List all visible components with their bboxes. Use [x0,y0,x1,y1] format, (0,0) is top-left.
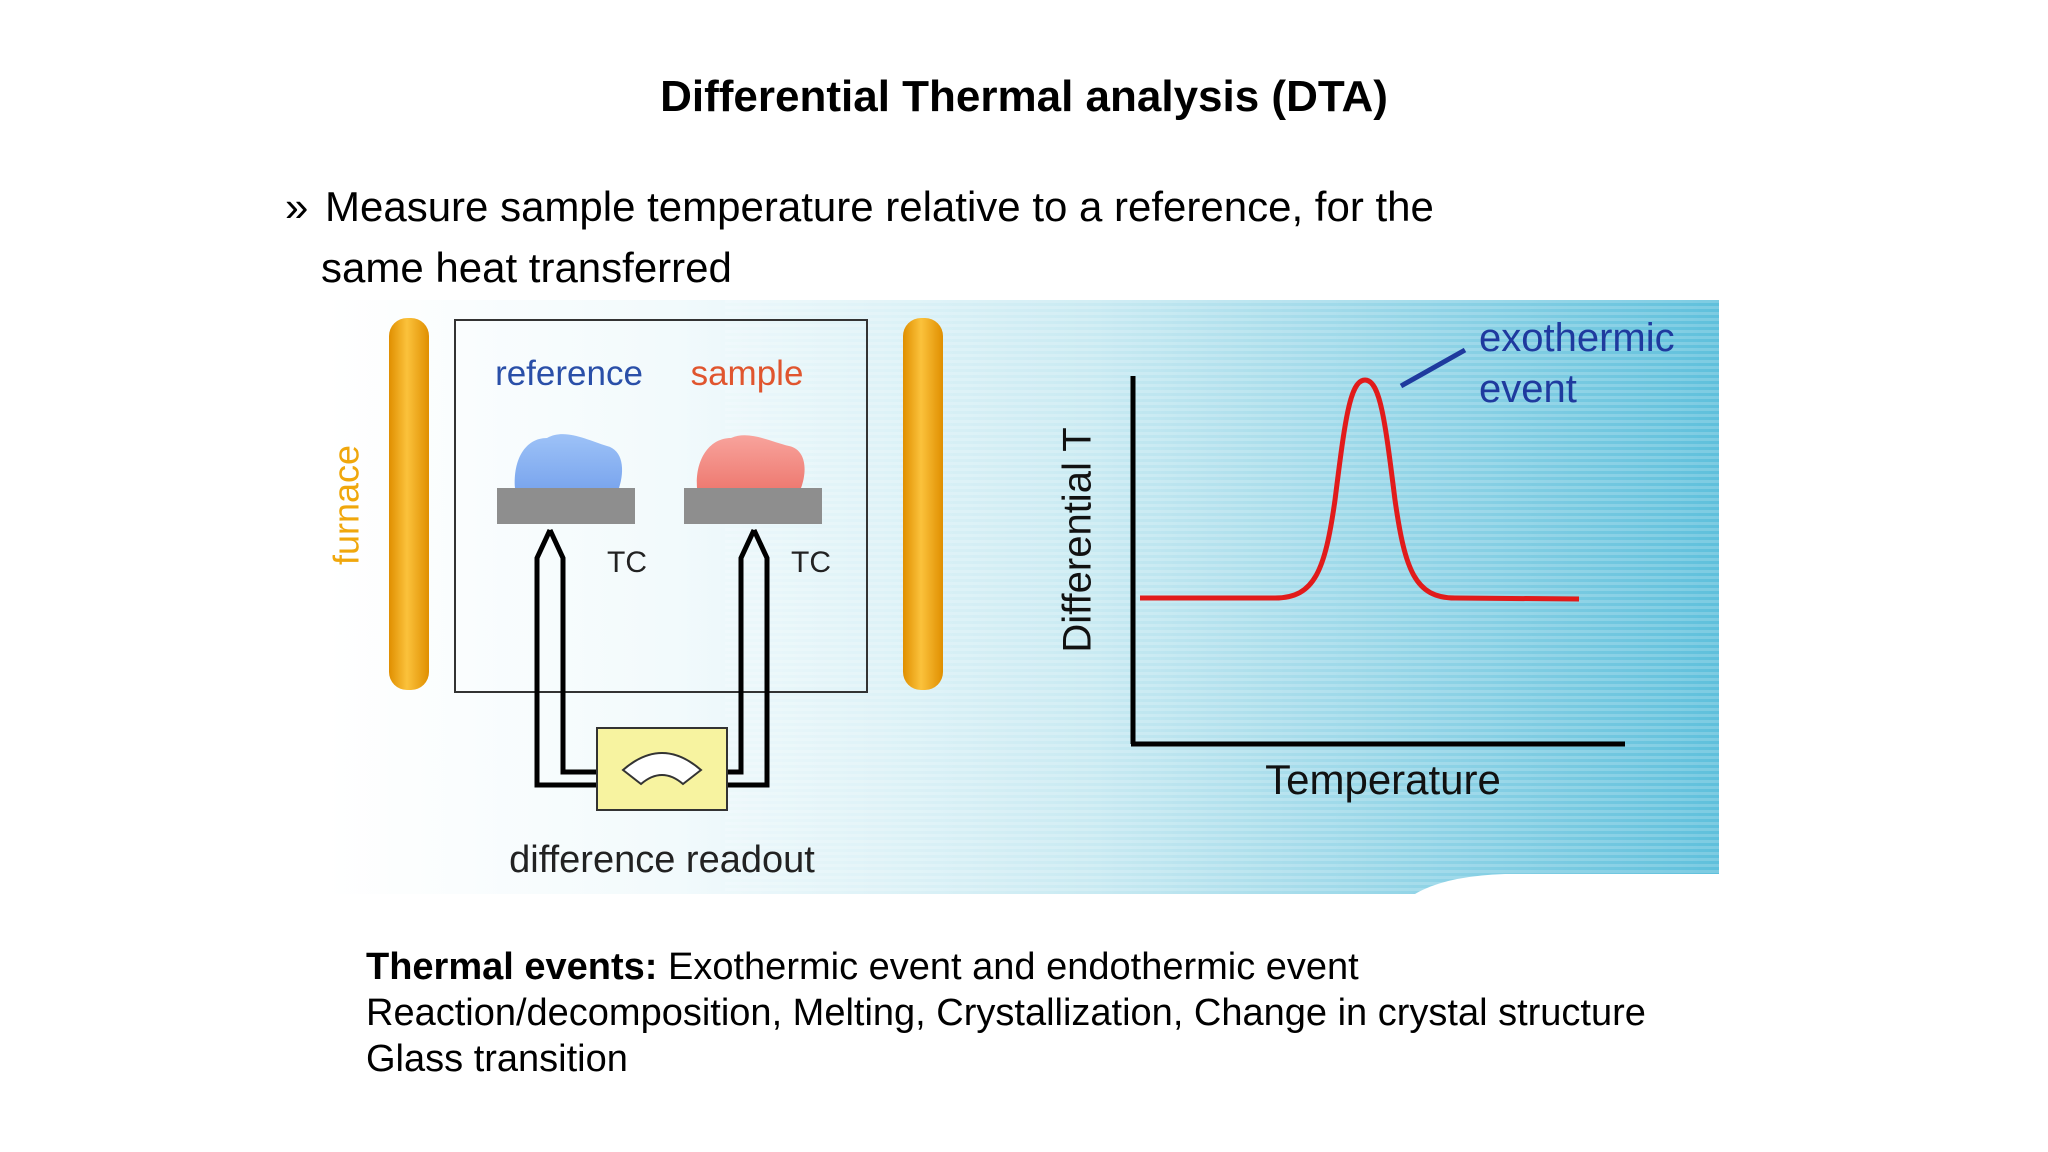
events-row-1: Thermal events: Exothermic event and end… [366,944,1766,990]
thermocouple-wire-left-outer [534,528,597,788]
annotation-pointer [1399,347,1467,389]
sample-holder [684,488,822,524]
tc-label-left: TC [607,546,647,579]
readout-label: difference readout [509,839,815,881]
x-axis-label: Temperature [1265,756,1501,803]
reference-material [514,434,623,488]
reference-holder [497,488,635,524]
reference-label: reference [495,354,643,393]
furnace-chamber [454,319,868,693]
annotation-line-2: event [1479,367,1577,411]
furnace-label: furnace [326,445,367,565]
annotation-line-1: exothermic [1479,316,1675,360]
bullet-point: » Measure sample temperature relative to … [285,176,1585,298]
y-axis-label: Differential T [1056,427,1100,652]
events-heading: Thermal events: [366,946,658,988]
bullet-line-1: Measure sample temperature relative to a… [325,183,1434,230]
slide-title: Differential Thermal analysis (DTA) [660,72,1388,121]
events-line-2: Reaction/decomposition, Melting, Crystal… [366,992,1646,1034]
thermocouple-wire-right-inner [727,528,757,775]
dta-figure: furnace reference sample TC TC differenc… [325,300,1719,894]
thermocouple-wire-left-inner [547,528,597,775]
thermal-events-text: Thermal events: Exothermic event and end… [366,944,1766,1082]
sample-label: sample [691,354,804,393]
sample-material [696,435,805,488]
bullet-line-2: same heat transferred [321,244,732,291]
bullet-mark: » [285,183,309,230]
events-line-3: Glass transition [366,1038,628,1080]
furnace-wall-right [903,318,943,690]
events-line-1: Exothermic event and endothermic event [657,946,1359,988]
dta-diagram: furnace reference sample TC TC differenc… [325,300,1719,894]
corner-swoosh [1415,874,1719,894]
furnace-wall-left [389,318,429,690]
tc-label-right: TC [791,546,831,579]
thermocouple-wire-right-outer [727,528,770,788]
dta-curve [1140,377,1580,602]
meter-dial-icon [621,752,703,786]
